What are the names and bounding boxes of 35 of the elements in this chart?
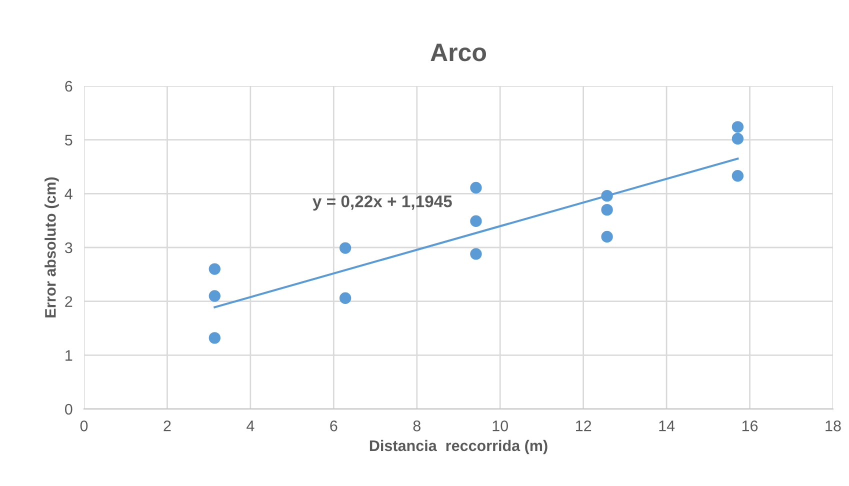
y-tick-label: 6 <box>65 80 72 92</box>
point <box>339 242 352 254</box>
point <box>470 248 482 260</box>
chart-title: Arco <box>430 44 486 62</box>
y-tick-label: 0 <box>64 404 72 415</box>
x-tick-label: 16 <box>742 420 758 432</box>
point <box>208 290 221 302</box>
point <box>470 182 482 194</box>
y-tick-label: 5 <box>65 134 72 146</box>
x-tick-label: 12 <box>576 420 592 432</box>
x-tick-label: 14 <box>659 420 675 432</box>
x-axis-title: Distancia reccorrida (m) <box>370 440 548 454</box>
x-tick-label: 2 <box>164 420 171 432</box>
point <box>470 215 482 227</box>
point <box>732 121 744 133</box>
point <box>601 190 613 202</box>
x-tick-label: 0 <box>80 420 88 432</box>
x-tick-label: 6 <box>330 420 338 432</box>
point <box>601 230 613 243</box>
x-tick-label: 18 <box>826 420 841 432</box>
y-tick-label: 2 <box>65 296 72 307</box>
point <box>601 204 613 216</box>
y-tick-label: 4 <box>64 188 72 200</box>
y-tick-label: 3 <box>64 242 72 254</box>
x-tick-label: 8 <box>413 420 420 432</box>
x-tick-label: 10 <box>492 420 508 432</box>
point <box>208 263 221 275</box>
point <box>732 132 744 145</box>
point <box>208 332 221 344</box>
y-tick-label: 1 <box>66 350 72 361</box>
x-tick-label: 4 <box>246 420 254 432</box>
point <box>339 292 352 304</box>
y-axis-title: Error absoluto (cm) <box>44 177 59 318</box>
annotation: y = 0,22x + 1,1945 <box>312 195 452 211</box>
point <box>732 170 744 182</box>
